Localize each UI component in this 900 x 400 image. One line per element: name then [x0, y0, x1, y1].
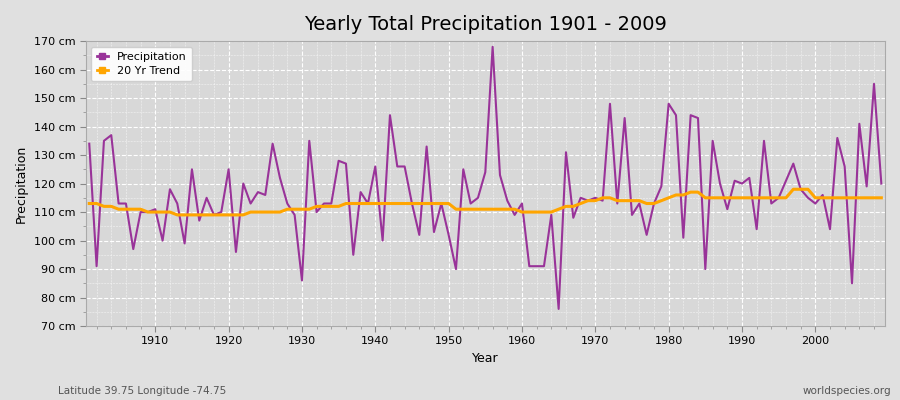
Precipitation [517, 201, 527, 206]
Precipitation [554, 306, 564, 311]
20 Yr Trend [311, 204, 322, 209]
20 Yr Trend [517, 210, 527, 214]
20 Yr Trend [172, 212, 183, 217]
Precipitation [876, 181, 886, 186]
Text: worldspecies.org: worldspecies.org [803, 386, 891, 396]
20 Yr Trend [524, 210, 535, 214]
Precipitation [487, 44, 498, 49]
Precipitation [304, 138, 315, 143]
20 Yr Trend [612, 198, 623, 203]
Y-axis label: Precipitation: Precipitation [15, 144, 28, 223]
20 Yr Trend [356, 201, 366, 206]
Line: 20 Yr Trend: 20 Yr Trend [89, 189, 881, 215]
Title: Yearly Total Precipitation 1901 - 2009: Yearly Total Precipitation 1901 - 2009 [304, 15, 667, 34]
Line: Precipitation: Precipitation [89, 47, 881, 309]
Text: Latitude 39.75 Longitude -74.75: Latitude 39.75 Longitude -74.75 [58, 386, 227, 396]
20 Yr Trend [788, 187, 798, 192]
20 Yr Trend [876, 196, 886, 200]
Precipitation [84, 141, 94, 146]
Precipitation [619, 116, 630, 120]
20 Yr Trend [142, 210, 153, 214]
Precipitation [524, 264, 535, 268]
X-axis label: Year: Year [472, 352, 499, 365]
20 Yr Trend [84, 201, 94, 206]
Precipitation [348, 252, 359, 257]
Precipitation [142, 210, 153, 214]
Legend: Precipitation, 20 Yr Trend: Precipitation, 20 Yr Trend [91, 47, 192, 81]
